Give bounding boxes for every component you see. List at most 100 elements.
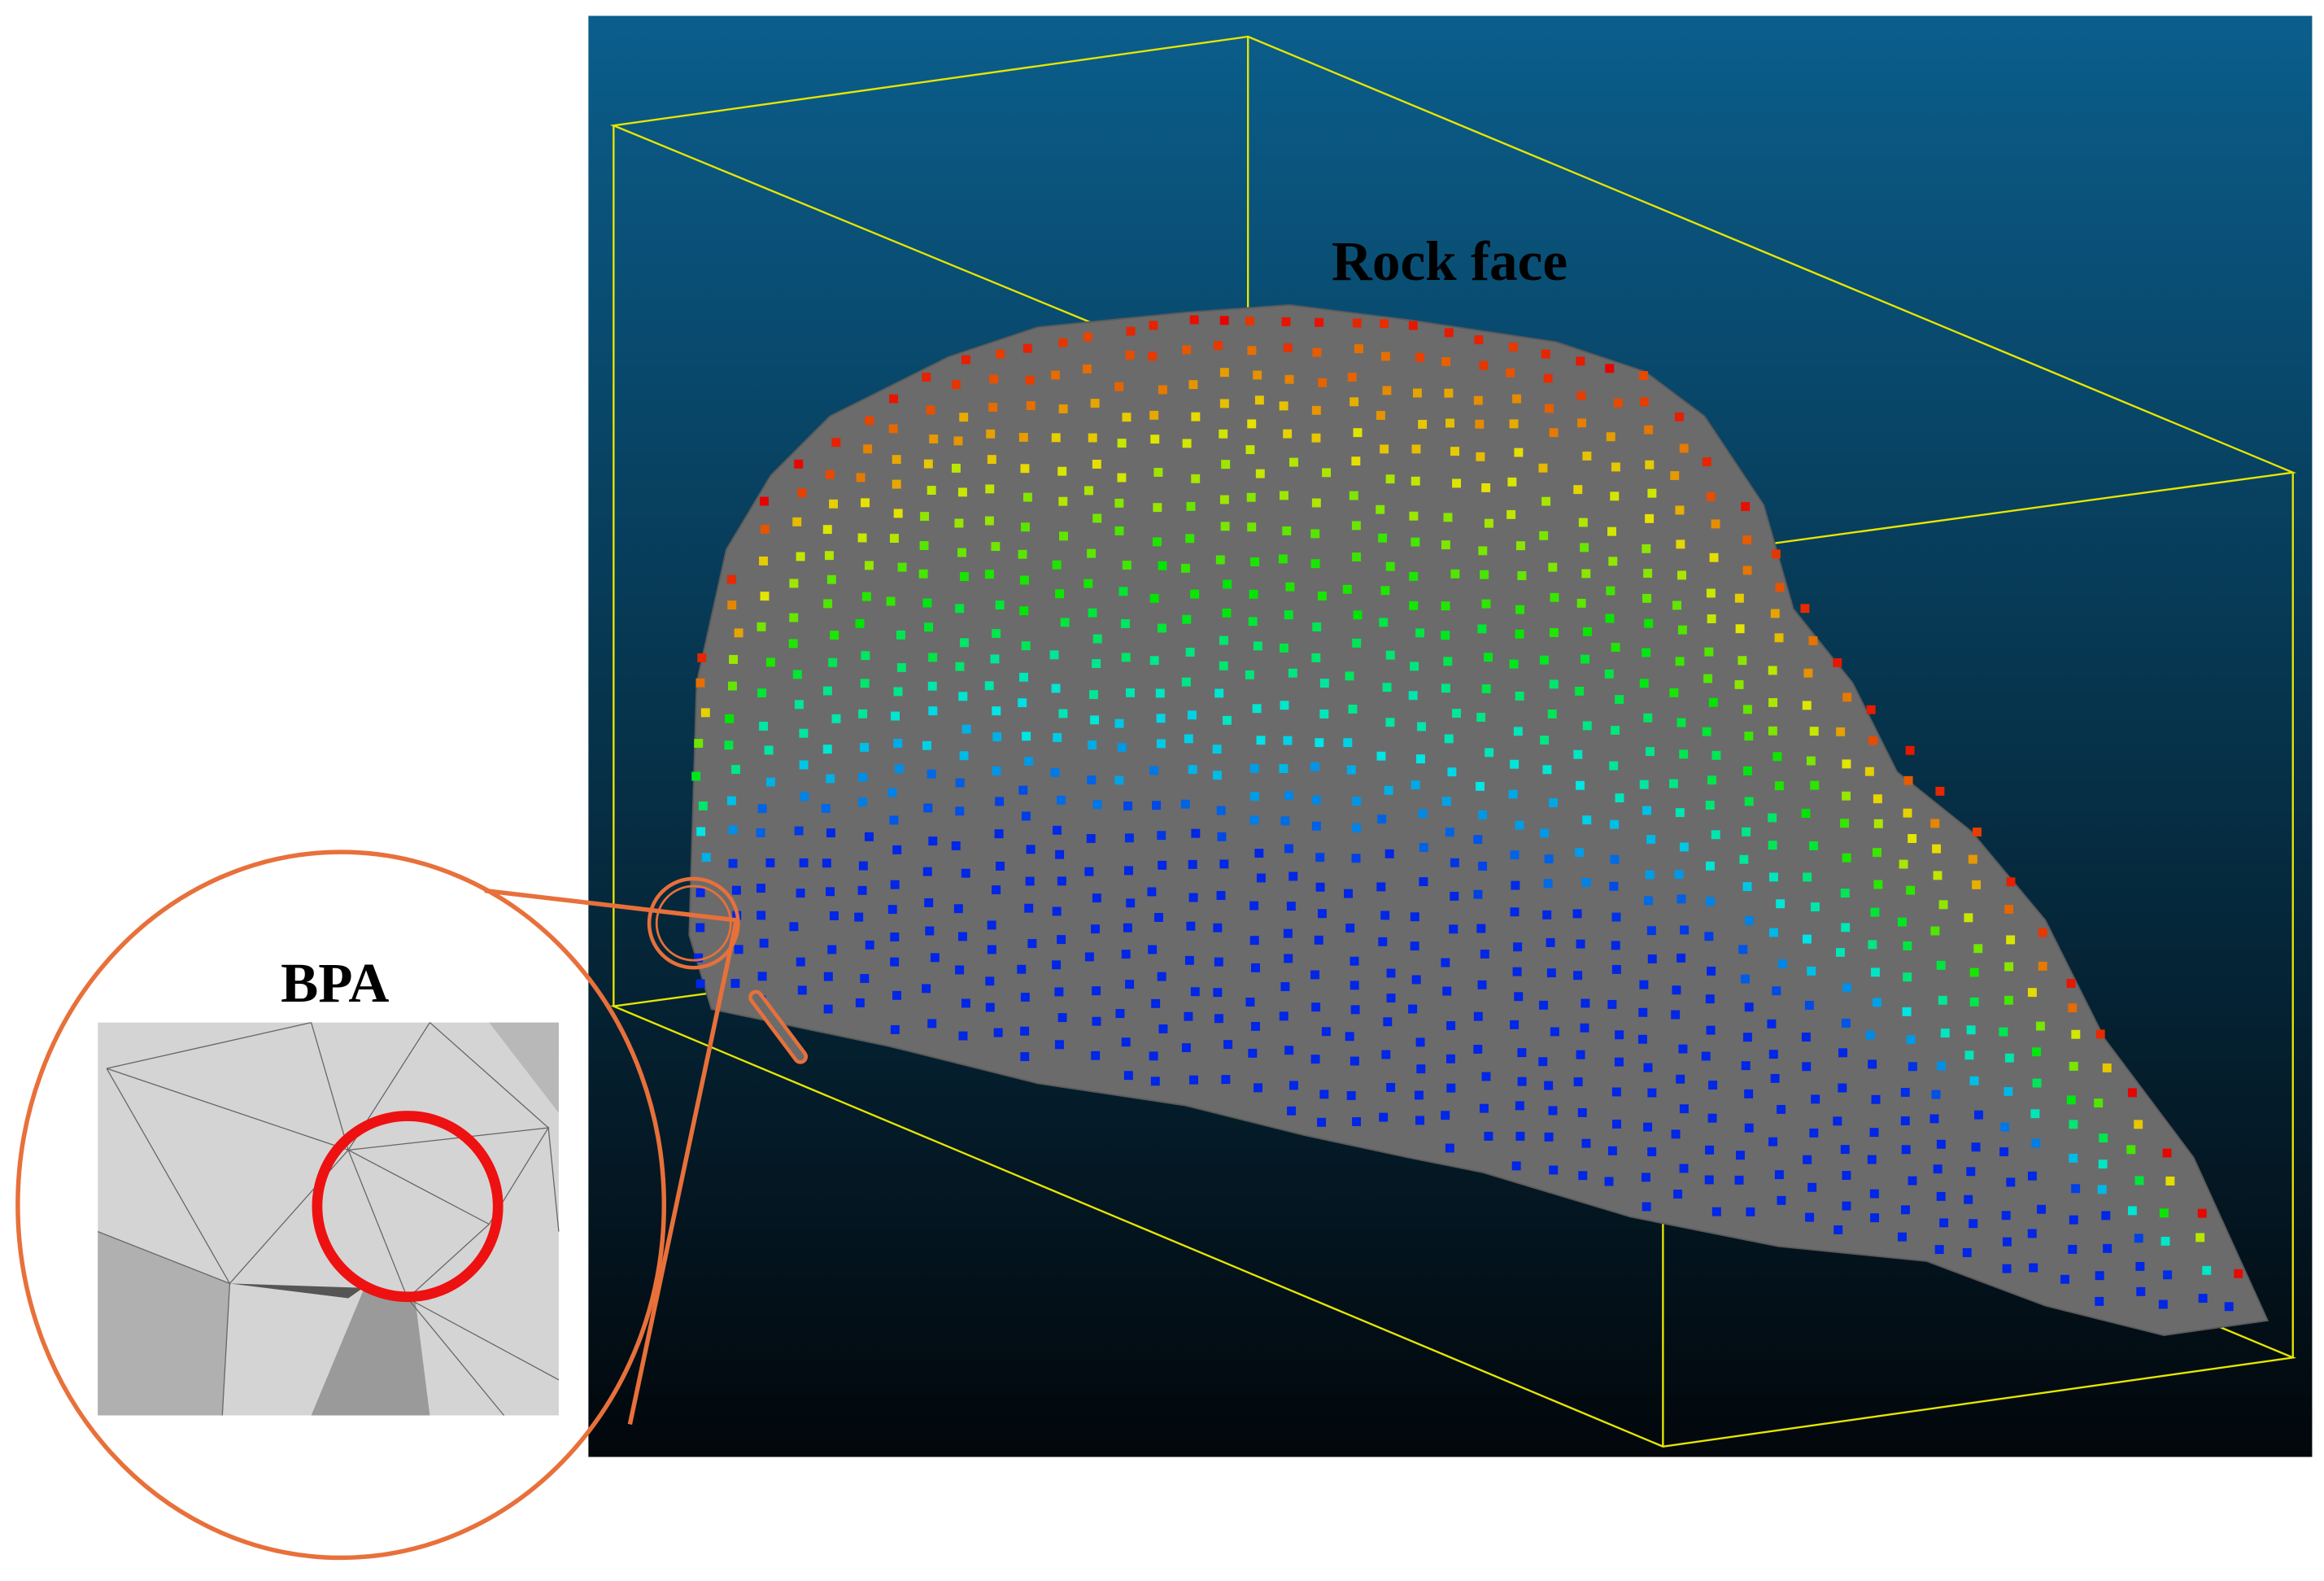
point	[1611, 1087, 1621, 1097]
point	[1091, 924, 1100, 934]
point	[857, 885, 867, 895]
point	[2162, 1148, 2172, 1158]
point	[992, 732, 1002, 742]
point	[1702, 727, 1711, 736]
point	[1114, 718, 1124, 728]
point	[1186, 921, 1196, 931]
point	[831, 714, 841, 723]
point	[1343, 738, 1353, 748]
point	[1777, 1195, 1786, 1205]
point	[996, 349, 1005, 359]
point	[984, 516, 994, 526]
point	[1409, 511, 1419, 521]
point	[953, 436, 963, 446]
point	[1770, 1073, 1780, 1083]
point	[1415, 754, 1425, 764]
point	[1021, 522, 1030, 532]
point	[1254, 849, 1264, 858]
point	[1711, 830, 1720, 840]
point	[1510, 907, 1520, 917]
point	[2095, 1271, 2104, 1281]
point	[759, 556, 769, 566]
point	[1279, 491, 1288, 500]
point	[1124, 866, 1133, 876]
point	[2000, 1122, 2010, 1132]
point	[1018, 785, 1028, 795]
point	[1646, 747, 1655, 757]
point	[727, 601, 737, 610]
point	[1249, 936, 1259, 946]
point	[1342, 584, 1352, 594]
point	[1900, 1088, 1910, 1097]
point	[1188, 765, 1197, 775]
point	[1087, 775, 1097, 785]
point	[1310, 970, 1320, 980]
point	[1940, 1029, 1950, 1038]
point	[1642, 806, 1651, 815]
point	[1248, 617, 1258, 627]
point	[1345, 671, 1354, 681]
point	[1383, 1017, 1393, 1027]
point	[1184, 1011, 1193, 1021]
point	[955, 662, 965, 671]
point	[1283, 429, 1293, 439]
point	[1123, 923, 1132, 932]
point	[1577, 418, 1586, 428]
point	[1931, 1090, 1941, 1099]
point	[1706, 861, 1715, 871]
point	[861, 498, 870, 508]
point	[2006, 935, 2016, 945]
point	[1441, 958, 1450, 967]
point	[1842, 983, 1851, 993]
point	[992, 629, 1001, 639]
point	[961, 868, 970, 878]
point	[2099, 1133, 2108, 1143]
point	[889, 534, 899, 544]
point	[1247, 419, 1257, 429]
point	[1084, 579, 1093, 588]
point	[1575, 848, 1585, 858]
point	[1213, 923, 1223, 932]
point	[1707, 966, 1716, 976]
point	[1647, 1147, 1657, 1157]
point	[1445, 1054, 1455, 1063]
point	[1059, 531, 1068, 541]
point	[2038, 928, 2047, 937]
point	[1550, 592, 1559, 602]
point	[1086, 834, 1096, 844]
point	[1247, 522, 1257, 532]
point	[1576, 391, 1586, 400]
point	[828, 657, 838, 667]
point	[734, 628, 743, 638]
point	[1089, 690, 1098, 700]
point	[1219, 635, 1228, 645]
point	[1674, 870, 1684, 880]
point	[1546, 937, 1555, 947]
point	[930, 953, 940, 963]
point	[1122, 413, 1131, 422]
point	[896, 630, 905, 640]
point	[1157, 831, 1166, 841]
point	[1189, 1075, 1198, 1085]
point	[1188, 859, 1197, 869]
point	[995, 797, 1005, 806]
point	[1020, 464, 1030, 474]
point	[1581, 1138, 1591, 1148]
point	[1902, 1007, 1912, 1016]
point	[1279, 401, 1288, 411]
point	[1769, 928, 1778, 937]
point	[1185, 534, 1195, 544]
point	[759, 721, 769, 731]
point	[890, 880, 900, 889]
point	[829, 911, 839, 920]
point	[1868, 1059, 1877, 1069]
point	[1708, 697, 1718, 707]
point	[1642, 593, 1651, 603]
point	[1549, 679, 1559, 689]
point	[958, 1031, 968, 1041]
point	[1476, 924, 1486, 933]
point	[1804, 1001, 1814, 1010]
point	[1515, 605, 1524, 614]
point	[1549, 798, 1558, 808]
point	[691, 771, 701, 781]
